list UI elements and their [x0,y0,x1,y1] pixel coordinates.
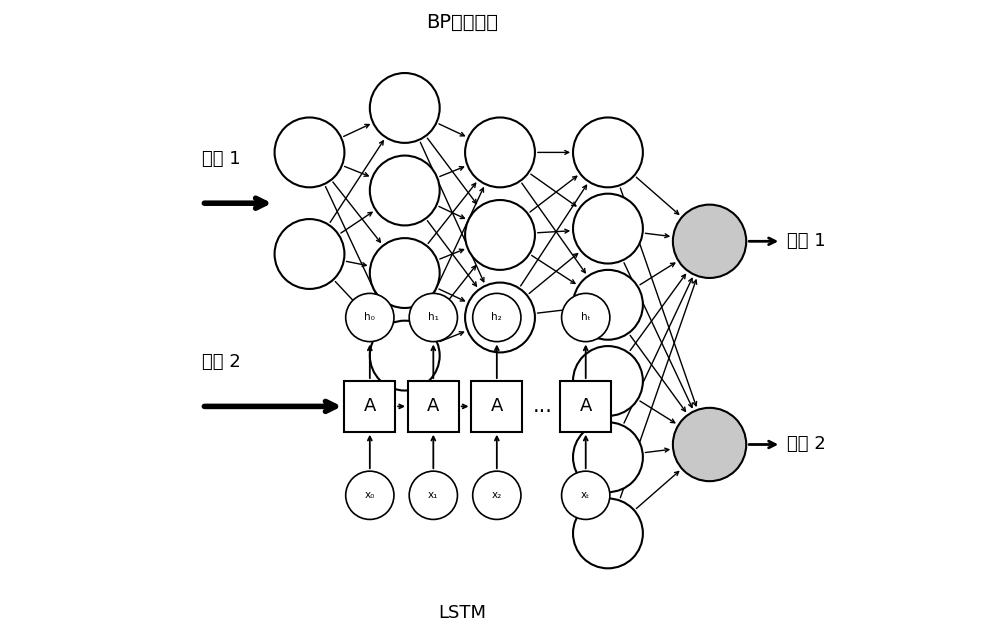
Text: h₀: h₀ [364,312,375,323]
Circle shape [465,283,535,352]
Circle shape [370,321,440,391]
Text: 输入 1: 输入 1 [202,150,240,168]
Circle shape [346,471,394,519]
Text: BP神经网络: BP神经网络 [426,13,498,32]
Circle shape [409,471,457,519]
Circle shape [573,346,643,416]
Circle shape [346,293,394,342]
Circle shape [573,498,643,568]
Circle shape [562,293,610,342]
Text: h₂: h₂ [491,312,502,323]
Circle shape [473,293,521,342]
Circle shape [370,238,440,308]
Circle shape [673,408,746,481]
Text: 输出 1: 输出 1 [787,232,826,250]
Circle shape [673,204,746,278]
FancyBboxPatch shape [560,381,611,432]
Circle shape [473,471,521,519]
Circle shape [465,200,535,270]
FancyBboxPatch shape [344,381,395,432]
Text: x₀: x₀ [365,490,375,500]
FancyBboxPatch shape [408,381,459,432]
Circle shape [573,194,643,264]
Text: 输出 2: 输出 2 [787,436,826,453]
Text: A: A [580,398,592,415]
Text: x₁: x₁ [428,490,439,500]
Text: h₁: h₁ [428,312,439,323]
Circle shape [465,117,535,187]
Text: A: A [364,398,376,415]
Text: LSTM: LSTM [438,604,486,622]
Circle shape [573,270,643,340]
Text: hₜ: hₜ [581,312,591,323]
Circle shape [275,219,344,289]
Text: 输出 2: 输出 2 [202,353,240,371]
Text: ...: ... [533,396,552,417]
Circle shape [275,117,344,187]
Text: xₜ: xₜ [581,490,590,500]
Circle shape [573,422,643,492]
Circle shape [409,293,457,342]
Circle shape [562,471,610,519]
Text: A: A [491,398,503,415]
FancyBboxPatch shape [471,381,522,432]
Circle shape [370,73,440,143]
Text: A: A [427,398,440,415]
Circle shape [370,156,440,225]
Text: x₂: x₂ [492,490,502,500]
Circle shape [573,117,643,187]
